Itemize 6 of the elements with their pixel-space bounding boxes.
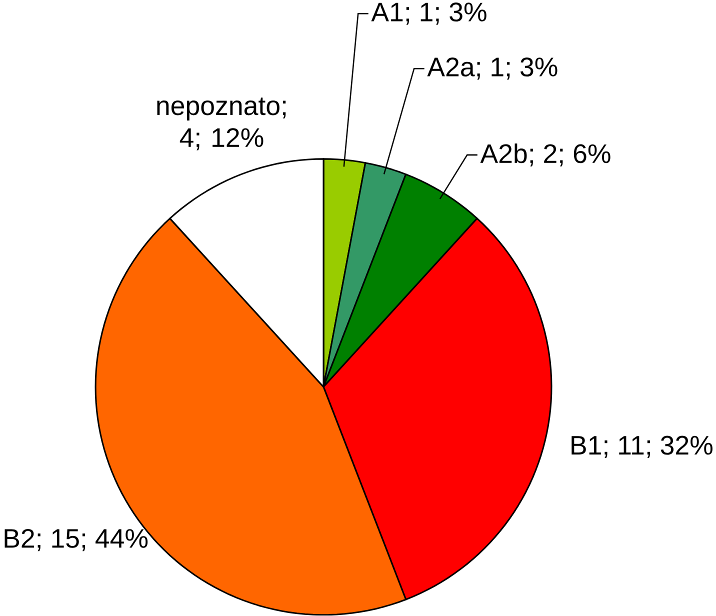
data-label: A2a; 1; 3% — [427, 58, 558, 80]
data-label: A2b; 2; 6% — [480, 144, 610, 167]
data-label: B2; 15; 44% — [4, 529, 148, 552]
data-label: nepoznato; 4; 12% — [157, 98, 286, 150]
data-label: B1; 11; 32% — [572, 436, 712, 458]
data-label: A1; 1; 3% — [371, 2, 486, 25]
